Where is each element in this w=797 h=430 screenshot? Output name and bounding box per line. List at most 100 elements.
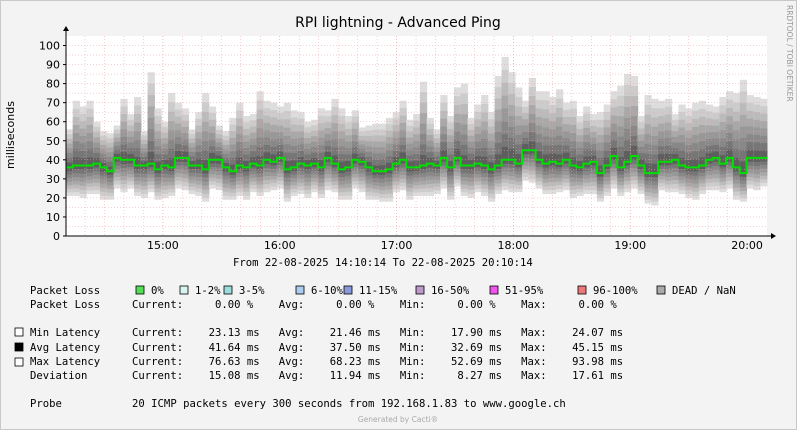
- max-latency-swatch: [14, 357, 24, 367]
- deviation-stats: Deviation Current: 15.08 ms Avg: 11.94 m…: [30, 370, 623, 382]
- latency-band: [385, 162, 394, 174]
- y-tick-label: 30: [46, 173, 60, 186]
- y-axis-arrow: [63, 26, 69, 31]
- packet-loss-swatch: [656, 285, 666, 295]
- x-axis-arrow: [771, 233, 776, 239]
- latency-band: [644, 163, 652, 177]
- latency-band: [664, 153, 673, 166]
- packet-loss-swatch: [489, 285, 499, 295]
- latency-band: [739, 161, 747, 177]
- y-tick-label: 60: [46, 116, 60, 129]
- latency-band: [372, 165, 380, 175]
- y-tick-label: 70: [46, 97, 60, 110]
- y-tick-label: 10: [46, 211, 60, 224]
- avg-latency-swatch: [14, 342, 24, 352]
- axes: [63, 26, 776, 239]
- latency-band: [154, 161, 162, 174]
- latency-band: [685, 160, 693, 172]
- x-tick-label: 17:00: [381, 239, 413, 252]
- packet-loss-label: 1-2%: [195, 285, 221, 297]
- max-latency-stats: Max Latency Current: 76.63 ms Avg: 68.23…: [30, 356, 623, 368]
- y-tick-label: 0: [53, 230, 60, 243]
- packet-loss-stats: Packet Loss Current: 0.00 % Avg: 0.00 % …: [30, 299, 617, 311]
- latency-band: [229, 164, 237, 175]
- y-tick-label: 20: [46, 192, 60, 205]
- latency-band: [569, 157, 577, 170]
- latency-band: [195, 158, 203, 170]
- y-tick-label: 80: [46, 78, 60, 91]
- latency-band: [242, 161, 251, 172]
- latency-band: [501, 146, 509, 164]
- latency-band: [610, 147, 618, 161]
- x-tick-label: 20:00: [731, 239, 763, 252]
- packet-loss-swatch: [223, 285, 233, 295]
- latency-band: [276, 151, 285, 162]
- latency-band: [290, 160, 298, 171]
- x-tick-label: 18:00: [498, 239, 530, 252]
- y-axis-label: milliseconds: [4, 101, 17, 169]
- latency-band: [726, 149, 734, 162]
- y-tick-label: 100: [39, 40, 60, 53]
- avg-latency-line: [66, 149, 767, 175]
- latency-band: [678, 157, 686, 170]
- latency-band: [399, 152, 407, 164]
- latency-band: [447, 161, 455, 172]
- packet-loss-label: 96-100%: [593, 285, 638, 297]
- latency-band: [453, 149, 462, 162]
- latency-band: [174, 151, 183, 162]
- latency-band: [283, 161, 291, 174]
- packet-loss-swatch: [577, 285, 587, 295]
- latency-band: [181, 151, 189, 162]
- packet-loss-label: 0%: [151, 285, 164, 297]
- latency-band: [596, 165, 605, 177]
- latency-band: [202, 159, 210, 174]
- latency-band: [379, 165, 387, 176]
- latency-band: [419, 155, 428, 170]
- latency-band: [297, 157, 305, 168]
- grid-lines: [66, 36, 767, 236]
- latency-band: [624, 150, 632, 166]
- time-period: From 22-08-2025 14:10:14 To 22-08-2025 2…: [233, 257, 533, 269]
- y-tick-labels: 0 10 20 30 40 50 60 70 80 90 100: [39, 40, 66, 243]
- min-latency-stats: Min Latency Current: 23.13 ms Avg: 21.46…: [30, 327, 623, 339]
- x-tick-label: 15:00: [147, 239, 179, 252]
- latency-band: [127, 154, 135, 164]
- latency-band: [630, 146, 639, 161]
- x-tick-label: 19:00: [614, 239, 646, 252]
- packet-loss-swatch: [135, 285, 145, 295]
- packet-loss-swatch: [295, 285, 305, 295]
- latency-band: [651, 163, 659, 178]
- latency-band: [487, 162, 496, 174]
- latency-band: [79, 158, 87, 170]
- latency-band: [147, 152, 155, 168]
- latency-band: [208, 153, 217, 164]
- latency-band: [440, 150, 448, 162]
- latency-band: [528, 141, 537, 155]
- latency-band: [72, 157, 81, 170]
- latency-band: [753, 150, 761, 162]
- latency-band: [236, 157, 244, 170]
- latency-band: [317, 160, 326, 172]
- probe-info: Probe 20 ICMP packets every 300 seconds …: [30, 398, 566, 410]
- latency-band: [351, 153, 360, 164]
- y-tick-label: 90: [46, 59, 60, 72]
- latency-band: [338, 161, 346, 174]
- rrdtool-credit: RRDTOOL / TOBI OETIKER: [785, 5, 794, 102]
- packet-loss-title: Packet Loss: [30, 285, 100, 297]
- latency-band: [460, 155, 468, 170]
- latency-band: [698, 157, 707, 170]
- latency-band: [583, 156, 591, 168]
- latency-band: [712, 151, 720, 162]
- packet-loss-legend: Packet Loss 0% 1-2% 3-5% 6-10% 11-15% 16-50% 5…: [30, 285, 736, 297]
- latency-band: [603, 157, 611, 170]
- latency-band: [168, 158, 176, 171]
- latency-band: [637, 159, 645, 170]
- latency-band: [263, 152, 271, 164]
- avg-latency-stats: Avg Latency Current: 41.64 ms Avg: 37.50…: [30, 342, 623, 354]
- latency-band: [474, 156, 482, 168]
- latency-band: [746, 150, 754, 162]
- packet-loss-label: 6-10%: [311, 285, 344, 297]
- latency-band: [617, 157, 625, 171]
- latency-band: [345, 161, 353, 172]
